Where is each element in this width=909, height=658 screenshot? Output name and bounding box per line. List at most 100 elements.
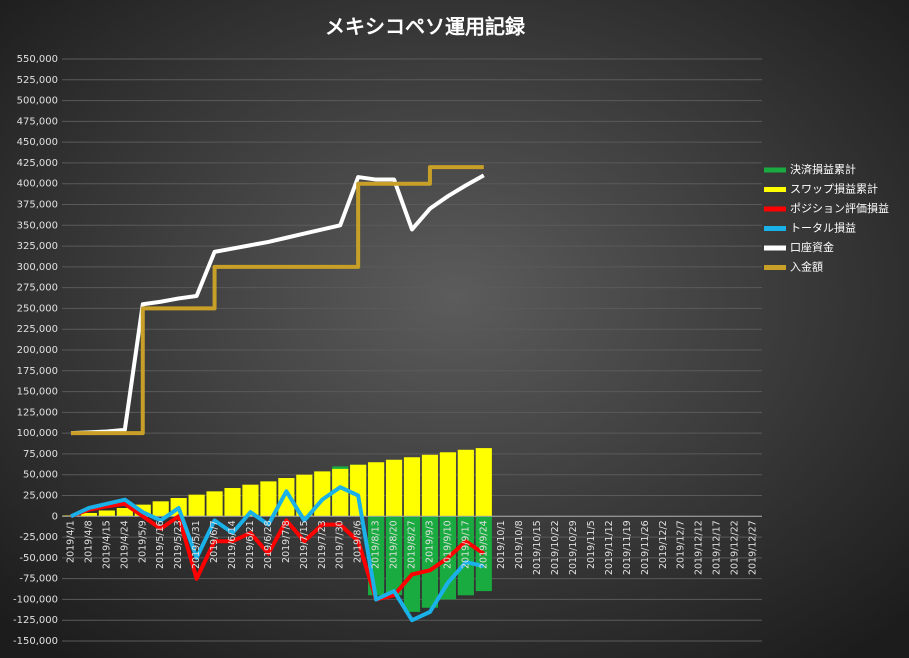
y-tick-label: 375,000 [17,200,58,211]
y-tick-label: 25,000 [23,491,58,502]
y-tick-label: 100,000 [17,428,58,439]
y-tick-label: -75,000 [19,574,58,585]
x-tick-label: 2019/4/15 [101,520,112,569]
x-tick-label: 2019/11/19 [622,520,633,575]
y-tick-label: 525,000 [17,75,58,86]
legend-label: 口座資金 [790,240,834,254]
x-tick-label: 2019/7/30 [335,520,346,569]
x-tick-label: 2019/4/1 [65,520,76,563]
x-tick-label: 2019/8/6 [353,520,364,563]
x-tick-label: 2019/12/27 [748,520,759,575]
y-tick-label: -50,000 [19,553,58,564]
legend-label: 入金額 [790,260,823,274]
x-tick-label: 2019/10/22 [550,520,561,575]
legend-label: ポジション評価損益 [790,201,889,215]
bar [224,488,241,517]
y-tick-label: 350,000 [17,220,58,231]
bar [188,494,205,517]
y-tick-label: 125,000 [17,407,58,418]
x-tick-label: 2019/10/29 [568,520,579,575]
x-tick-label: 2019/9/17 [460,520,471,569]
bar [332,468,349,517]
y-tick-label: 275,000 [17,283,58,294]
y-tick-label: 75,000 [23,449,58,460]
y-tick-label: -125,000 [13,615,58,626]
x-tick-label: 2019/8/20 [389,520,400,569]
bar [206,491,223,517]
x-tick-label: 2019/11/26 [640,520,651,575]
x-tick-label: 2019/5/31 [191,520,202,569]
line [70,165,484,436]
line [70,173,485,436]
x-tick-label: 2019/9/3 [424,520,435,563]
y-tick-label: 325,000 [17,241,58,252]
bar [421,454,439,517]
bar [260,481,277,517]
x-tick-label: 2019/5/9 [137,520,148,563]
x-tick-label: 2019/4/8 [83,520,94,563]
y-tick-label: 50,000 [23,470,58,481]
x-tick-label: 2019/11/5 [586,520,597,569]
bar [385,459,403,517]
x-tick-label: 2019/5/16 [155,520,166,569]
y-tick-label: 475,000 [17,116,58,127]
bar [278,478,295,517]
x-tick-label: 2019/10/1 [496,520,507,569]
x-tick-label: 2019/11/12 [604,520,615,575]
legend-label: スワップ損益累計 [790,182,878,196]
bar [350,464,367,517]
bar [152,501,169,517]
y-tick-label: 500,000 [17,96,58,107]
x-tick-label: 2019/6/28 [263,520,274,569]
bar [475,448,492,517]
bar [116,507,133,517]
bar [457,516,474,596]
bar [403,457,421,517]
y-tick-label: 0 [52,511,58,522]
legend-label: 決済損益累計 [790,162,856,176]
x-tick-label: 2019/5/23 [173,520,184,569]
y-tick-label: 550,000 [17,54,58,65]
x-tick-label: 2019/12/7 [676,520,687,569]
y-tick-label: 200,000 [17,345,58,356]
x-tick-label: 2019/6/14 [227,520,238,569]
chart-title: メキシコペソ運用記録 [325,15,526,39]
x-tick-label: 2019/9/24 [478,520,489,569]
x-tick-label: 2019/12/22 [730,520,741,575]
x-tick-label: 2019/8/27 [407,520,418,569]
bar [385,516,403,596]
x-tick-label: 2019/9/10 [442,520,453,569]
x-tick-label: 2019/8/13 [371,520,382,569]
line [70,485,485,623]
bar [421,516,439,608]
x-tick-label: 2019/10/15 [532,520,543,575]
x-tick-label: 2019/12/17 [712,520,723,575]
x-tick-label: 2019/6/21 [245,520,256,569]
y-tick-label: 225,000 [17,324,58,335]
bar [80,512,97,517]
bar [242,484,259,517]
x-tick-label: 2019/6/7 [209,520,220,563]
bar [296,474,313,517]
y-tick-label: -25,000 [19,532,58,543]
bar [457,449,474,517]
line [70,501,485,602]
y-tick-label: -150,000 [13,636,58,647]
x-tick-label: 2019/10/8 [514,520,525,569]
bar [368,462,385,517]
bar [439,452,456,517]
x-tick-label: 2019/7/15 [299,520,310,569]
x-tick-label: 2019/4/24 [119,520,130,569]
bar [403,516,421,612]
legend-label: トータル損益 [790,221,856,235]
bar [98,510,115,517]
y-tick-label: 250,000 [17,303,58,314]
x-tick-label: 2019/12/2 [658,520,669,569]
y-tick-label: 150,000 [17,387,58,398]
y-tick-label: -100,000 [13,594,58,605]
y-tick-label: 175,000 [17,366,58,377]
y-tick-label: 300,000 [17,262,58,273]
y-tick-label: 425,000 [17,158,58,169]
x-tick-label: 2019/7/8 [281,520,292,563]
